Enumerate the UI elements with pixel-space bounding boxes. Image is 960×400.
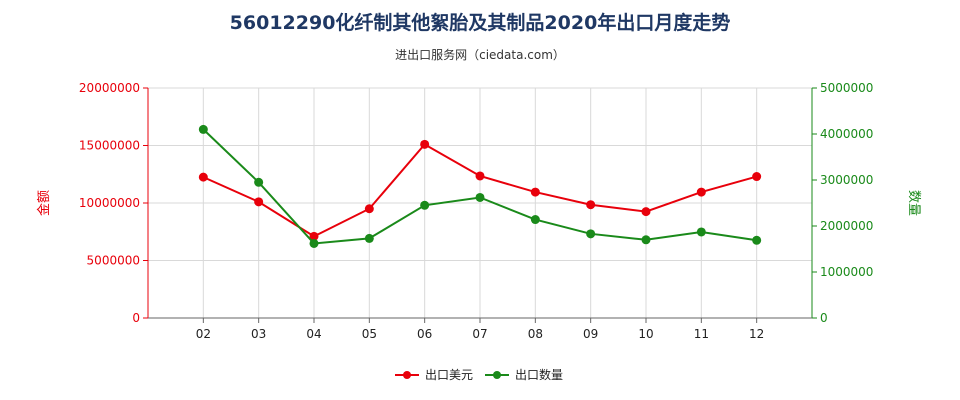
series-point-1 (254, 177, 264, 187)
y-right-tick-label: 4000000 (820, 127, 873, 141)
legend-label-1: 出口数量 (515, 367, 563, 382)
legend-label-0: 出口美元 (425, 368, 473, 382)
legend-marker-0 (403, 371, 411, 379)
series-point-1 (364, 233, 374, 243)
y-right-tick-label: 1000000 (820, 265, 873, 279)
x-tick-label: 06 (417, 327, 432, 341)
x-tick-label: 07 (472, 327, 487, 341)
x-tick-label: 03 (251, 327, 266, 341)
y-left-tick-label: 5000000 (87, 254, 140, 268)
series-point-0 (475, 171, 485, 181)
series-point-0 (364, 204, 374, 214)
y-left-tick-label: 10000000 (79, 196, 140, 210)
chart-subtitle: 进出口服务网（ciedata.com） (395, 48, 565, 62)
series-point-0 (198, 172, 208, 182)
series-point-0 (309, 231, 319, 241)
series-point-0 (586, 200, 596, 210)
grid-lines (148, 87, 812, 319)
y-right-tick-label: 2000000 (820, 219, 873, 233)
chart-title: 56012290化纤制其他絮胎及其制品2020年出口月度走势 (229, 12, 731, 34)
series-point-1 (420, 200, 430, 210)
x-tick-label: 04 (306, 327, 321, 341)
x-tick-label: 11 (694, 327, 709, 341)
series-point-1 (530, 215, 540, 225)
series-point-1 (475, 192, 485, 202)
y-right-tick-label: 5000000 (820, 81, 873, 95)
axes: 0 5000000 10000000 15000000 20000000 0 1000000… (79, 81, 874, 341)
series-point-0 (696, 187, 706, 197)
series-point-0 (641, 207, 651, 217)
series-point-0 (752, 172, 762, 182)
y-left-tick-label: 0 (132, 311, 140, 325)
series-point-1 (198, 124, 208, 134)
series-point-0 (254, 197, 264, 207)
x-tick-label: 09 (583, 327, 598, 341)
y-axis-left-label: 金额 (36, 190, 52, 216)
legend-marker-1 (493, 371, 501, 379)
series-point-0 (420, 139, 430, 149)
series-point-1 (309, 238, 319, 248)
legend: 出口美元 出口数量 (395, 367, 563, 382)
x-tick-label: 12 (749, 327, 764, 341)
series-layer (198, 124, 762, 248)
series-point-1 (752, 235, 762, 245)
y-right-tick-label: 3000000 (820, 173, 873, 187)
series-point-1 (696, 227, 706, 237)
series-point-0 (530, 187, 540, 197)
y-left-tick-label: 15000000 (79, 139, 140, 153)
x-tick-label: 02 (196, 327, 211, 341)
series-point-1 (641, 235, 651, 245)
y-right-tick-label: 0 (820, 311, 828, 325)
x-tick-label: 10 (638, 327, 653, 341)
x-tick-label: 08 (528, 327, 543, 341)
x-tick-label: 05 (362, 327, 377, 341)
y-left-tick-label: 20000000 (79, 81, 140, 95)
series-point-1 (586, 229, 596, 239)
y-axis-right-label: 数量 (906, 190, 921, 216)
